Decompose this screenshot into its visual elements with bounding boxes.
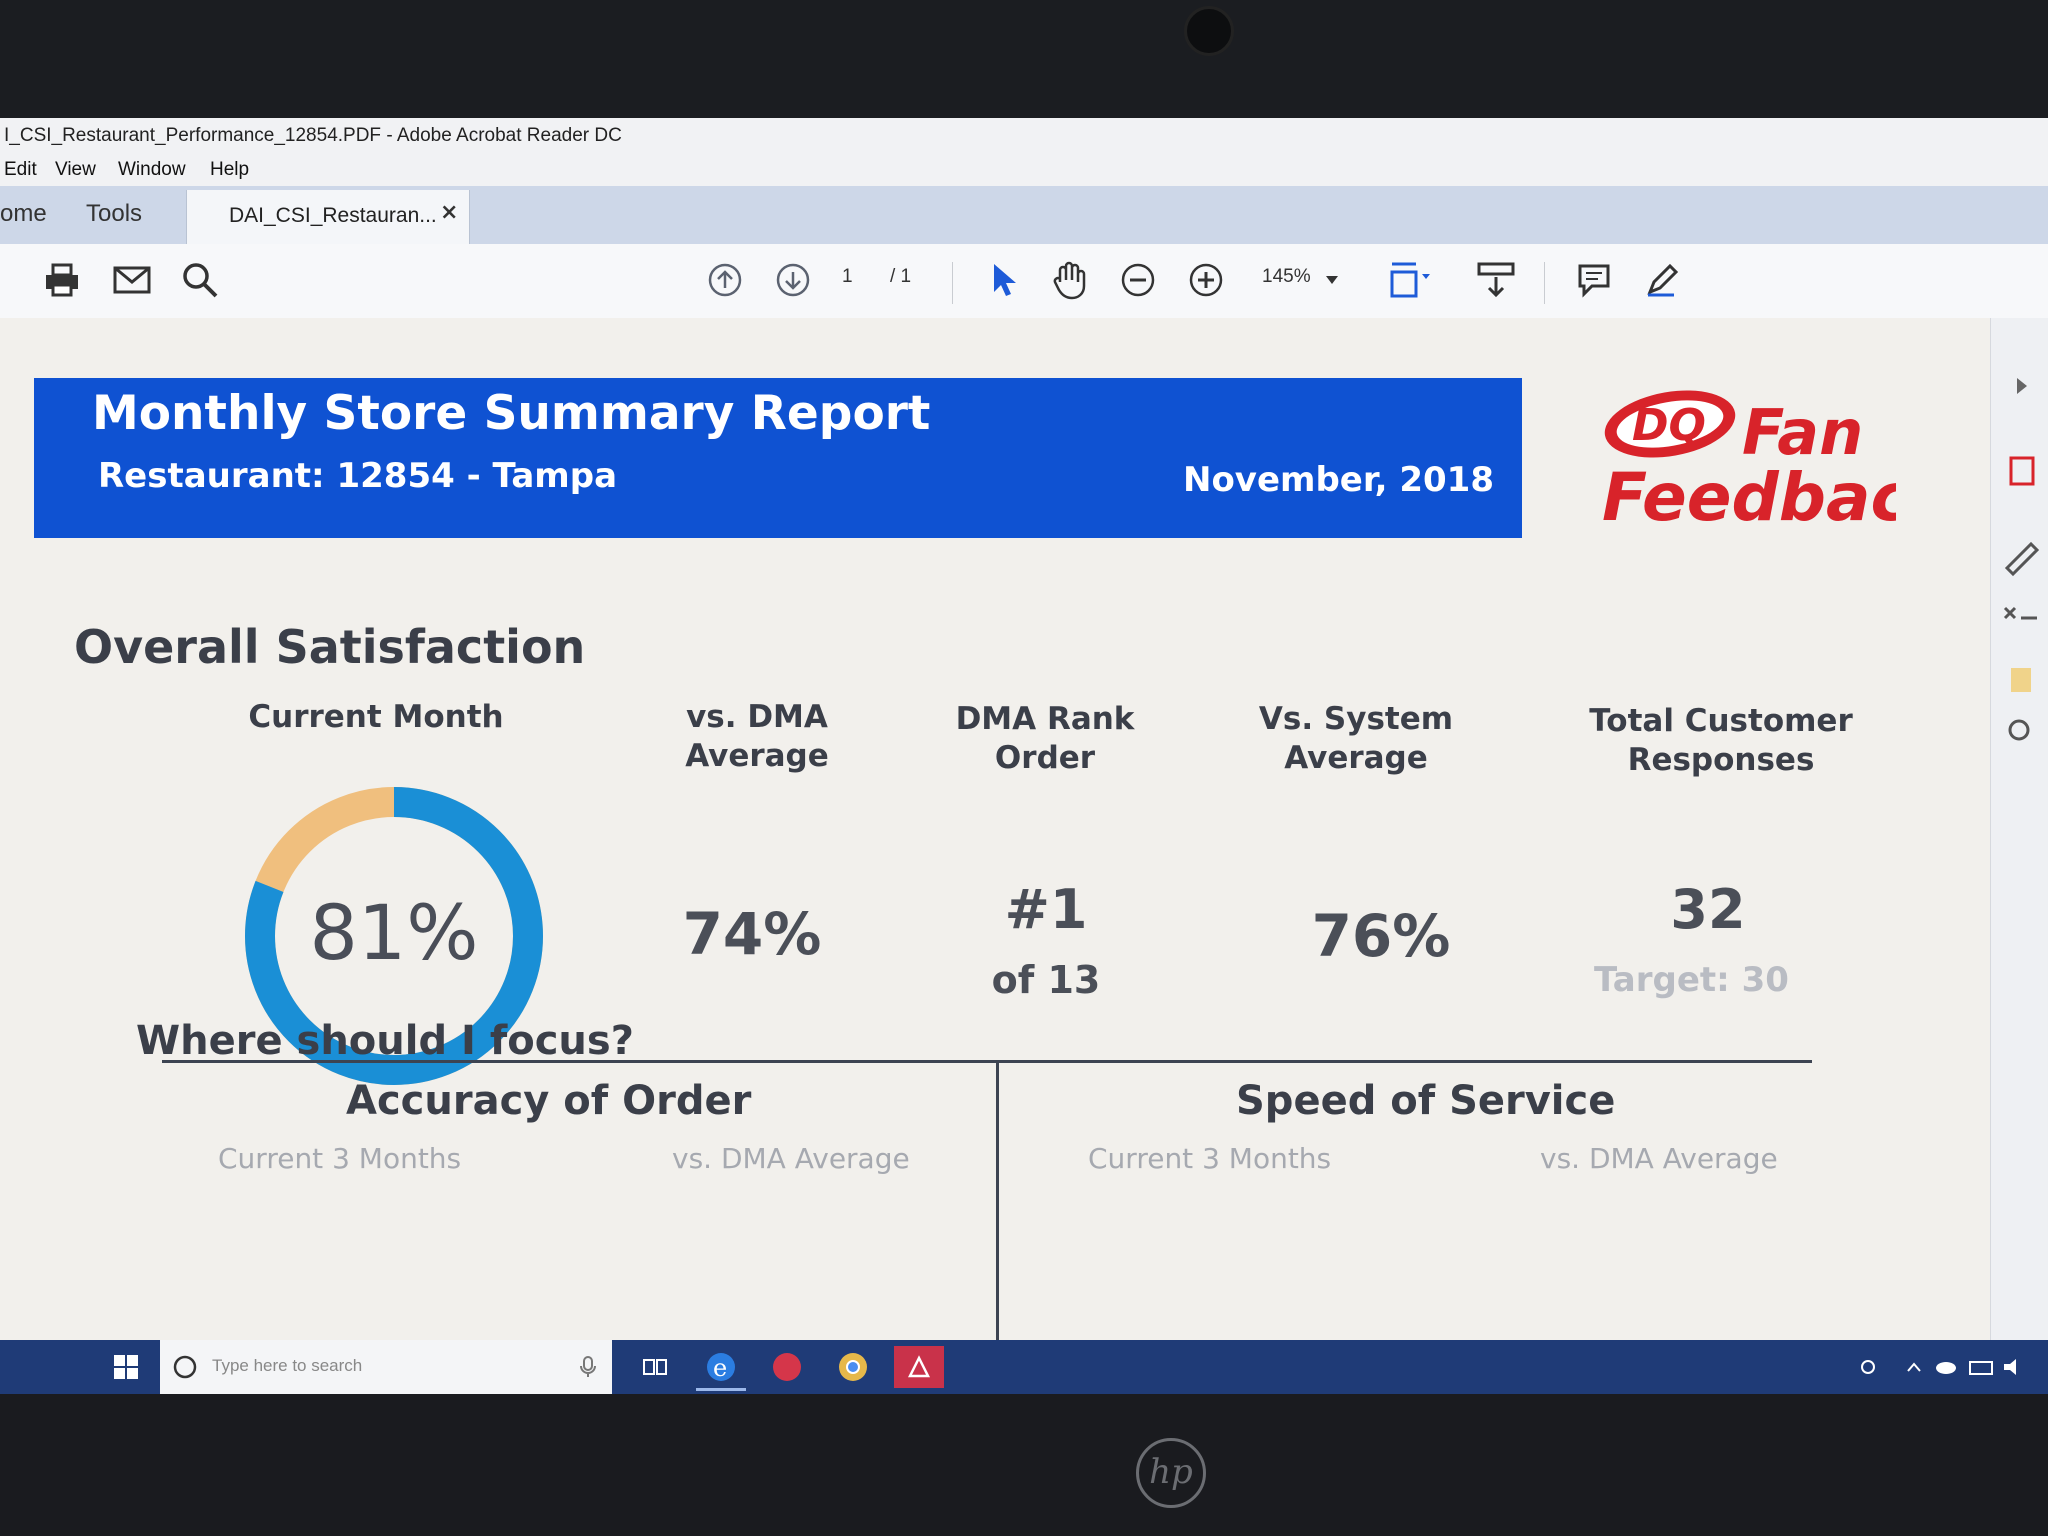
overall-satisfaction-title: Overall Satisfaction xyxy=(74,620,586,674)
zoom-out-icon[interactable] xyxy=(1116,258,1160,302)
taskbar-search-input[interactable]: Type here to search xyxy=(160,1340,612,1394)
edit-pdf-icon[interactable] xyxy=(2004,541,2040,577)
logo-feedback-text: Feedback xyxy=(1602,459,1896,536)
menu-window[interactable]: Window xyxy=(118,159,186,180)
dma-rank-header-line2: Order xyxy=(994,740,1096,776)
export-pdf-icon[interactable] xyxy=(2009,456,2035,486)
pen-icon[interactable] xyxy=(1640,258,1684,302)
hp-logo: hp xyxy=(1136,1438,1206,1508)
vs-dma-header-line1: vs. DMA xyxy=(686,699,828,735)
responses-target: Target: 30 xyxy=(1594,960,1789,1000)
accuracy-of-order-heading: Accuracy of Order xyxy=(346,1078,752,1124)
chrome-icon[interactable] xyxy=(828,1346,878,1388)
menu-bar: Edit View Window Help xyxy=(0,154,2048,186)
dq-fan-feedback-logo: DQ Fan Feedback xyxy=(1602,390,1896,536)
print-icon[interactable] xyxy=(40,258,84,302)
dma-rank-value: #1 xyxy=(1004,878,1088,941)
laptop-bezel-bottom: hp xyxy=(0,1394,2048,1536)
zoom-in-icon[interactable] xyxy=(1184,258,1228,302)
previous-page-icon[interactable] xyxy=(703,258,747,302)
search-icon[interactable] xyxy=(178,258,222,302)
menu-edit[interactable]: Edit xyxy=(4,159,37,180)
edge-browser-icon[interactable]: e xyxy=(696,1346,746,1391)
right-tools-pane xyxy=(1990,318,2048,1342)
report-title: Monthly Store Summary Report xyxy=(92,386,931,441)
vs-system-header-line1: Vs. System xyxy=(1258,701,1454,737)
page-total: / 1 xyxy=(890,266,912,287)
hand-tool-icon[interactable] xyxy=(1048,258,1092,302)
window-title: I_CSI_Restaurant_Performance_12854.PDF -… xyxy=(0,118,2048,154)
vs-system-header-line2: Average xyxy=(1284,740,1428,776)
microphone-icon[interactable] xyxy=(580,1356,596,1378)
laptop-bezel-top xyxy=(0,0,2048,118)
logo-dq-text: DQ xyxy=(1632,400,1706,451)
right-pane-tool-icons xyxy=(2003,378,2040,741)
comment-tool-icon[interactable] xyxy=(2011,668,2031,692)
chevron-down-icon[interactable] xyxy=(1320,258,1344,302)
dma-rank-of: of 13 xyxy=(991,958,1101,1002)
current-month-header: Current Month xyxy=(248,699,504,735)
speed-of-service-heading: Speed of Service xyxy=(1236,1078,1616,1124)
taskbar-search-placeholder: Type here to search xyxy=(212,1356,363,1375)
toolbar: 1 / 1 145% xyxy=(0,244,2048,319)
webcam xyxy=(1184,6,1234,56)
report-date: November, 2018 xyxy=(1182,460,1494,500)
restaurant-label: Restaurant: 12854 - Tampa xyxy=(98,456,618,496)
dma-rank-header-line1: DMA Rank xyxy=(955,701,1135,737)
acrobat-reader-icon[interactable] xyxy=(894,1346,944,1388)
speed-current-3-months: Current 3 Months xyxy=(1088,1142,1332,1175)
fill-sign-icon[interactable] xyxy=(2003,606,2037,620)
speed-vs-dma: vs. DMA Average xyxy=(1540,1142,1778,1175)
windows-taskbar: Type here to search e xyxy=(0,1340,2048,1394)
vs-system-value: 76% xyxy=(1311,902,1451,970)
current-month-value: 81% xyxy=(309,888,479,977)
app-red-icon[interactable] xyxy=(762,1346,812,1388)
accuracy-current-3-months: Current 3 Months xyxy=(218,1142,462,1175)
comment-icon[interactable] xyxy=(1572,258,1616,302)
cortana-circle-icon xyxy=(173,1355,197,1379)
focus-title: Where should I focus? xyxy=(136,1018,634,1064)
dma-rank-header: DMA Rank Order xyxy=(910,700,1180,778)
zoom-level-select[interactable]: 145% xyxy=(1262,266,1311,287)
total-responses-header-line2: Responses xyxy=(1627,742,1815,778)
tab-document[interactable]: DAI_CSI_Restauran... × xyxy=(186,190,470,244)
vs-dma-value: 74% xyxy=(682,900,822,968)
next-page-icon[interactable] xyxy=(771,258,815,302)
donut-value-arc xyxy=(245,787,543,1085)
scroll-mode-icon[interactable] xyxy=(1474,258,1518,302)
system-tray-icons[interactable] xyxy=(1858,1354,2028,1380)
email-icon[interactable] xyxy=(110,258,154,302)
page-number-input[interactable]: 1 xyxy=(842,266,853,287)
total-responses-value: 32 xyxy=(1670,878,1746,941)
menu-help[interactable]: Help xyxy=(210,159,250,180)
accuracy-vs-dma: vs. DMA Average xyxy=(672,1142,910,1175)
vs-system-header: Vs. System Average xyxy=(1216,700,1496,778)
logo-fan-text: Fan xyxy=(1742,396,1863,469)
total-responses-header: Total Customer Responses xyxy=(1556,702,1886,780)
vs-dma-header-line2: Average xyxy=(685,738,829,774)
toolbar-divider xyxy=(952,262,953,304)
document-view: Monthly Store Summary Report Restaurant:… xyxy=(0,318,1990,1342)
total-responses-header-line1: Total Customer xyxy=(1589,703,1853,739)
report-header-banner: Monthly Store Summary Report Restaurant:… xyxy=(34,378,1522,538)
svg-text:e: e xyxy=(713,1354,727,1382)
windows-start-icon[interactable] xyxy=(96,1340,156,1394)
focus-rule xyxy=(162,1060,1812,1063)
vs-dma-header: vs. DMA Average xyxy=(622,698,892,776)
tab-home[interactable]: ome xyxy=(0,200,47,227)
toolbar-divider xyxy=(1544,262,1545,304)
tab-bar: ome Tools DAI_CSI_Restauran... × xyxy=(0,186,2048,244)
task-view-icon[interactable] xyxy=(630,1346,680,1388)
satisfaction-donut-chart xyxy=(245,787,543,1085)
tab-document-label: DAI_CSI_Restauran... xyxy=(229,204,437,227)
select-cursor-icon[interactable] xyxy=(982,258,1026,302)
menu-view[interactable]: View xyxy=(55,159,96,180)
collapse-pane-icon[interactable] xyxy=(2017,378,2027,394)
fit-page-icon[interactable] xyxy=(1388,258,1432,302)
tab-tools[interactable]: Tools xyxy=(86,200,143,227)
focus-divider xyxy=(996,1060,999,1342)
close-tab-icon[interactable]: × xyxy=(440,200,459,225)
screen: I_CSI_Restaurant_Performance_12854.PDF -… xyxy=(0,118,2048,1394)
more-tools-icon[interactable] xyxy=(2008,719,2030,741)
